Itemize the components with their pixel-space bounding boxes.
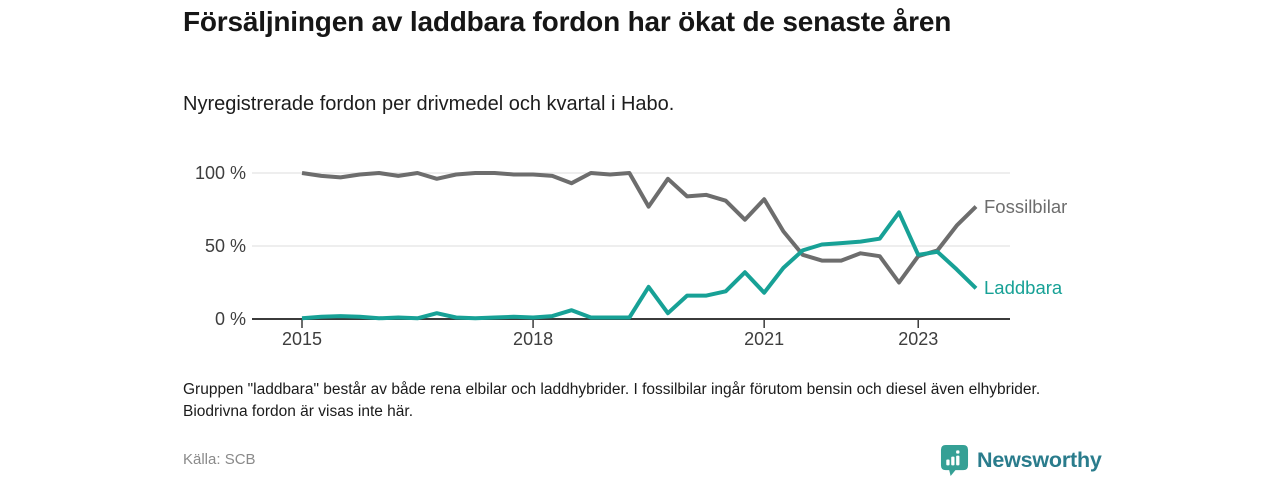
x-axis-label-2021: 2021 bbox=[744, 329, 785, 349]
series-label-fossilbilar: Fossilbilar bbox=[984, 195, 1068, 217]
series-label-laddbara: Laddbara bbox=[984, 277, 1063, 299]
x-axis-label-2015: 2015 bbox=[281, 329, 323, 349]
bar-chart-speech-bubble-icon bbox=[940, 445, 969, 476]
chart-subtitle: Nyregistrerade fordon per drivmedel och … bbox=[183, 93, 675, 115]
chart-title: Försäljningen av laddbara fordon har öka… bbox=[183, 6, 952, 37]
source-label: Källa: SCB bbox=[183, 451, 256, 468]
y-axis-label-100: 100 % bbox=[194, 163, 246, 183]
y-axis-label-0: 0 % bbox=[214, 309, 246, 329]
newsworthy-logo-text: Newsworthy bbox=[977, 448, 1102, 472]
newsworthy-logo: Newsworthy bbox=[940, 444, 1102, 477]
x-axis-label-2018: 2018 bbox=[513, 329, 554, 349]
y-axis-label-50: 50 % bbox=[204, 236, 246, 256]
x-axis-label-2023: 2023 bbox=[898, 329, 939, 349]
footnote: Gruppen "laddbara" består av både rena e… bbox=[183, 381, 1041, 420]
